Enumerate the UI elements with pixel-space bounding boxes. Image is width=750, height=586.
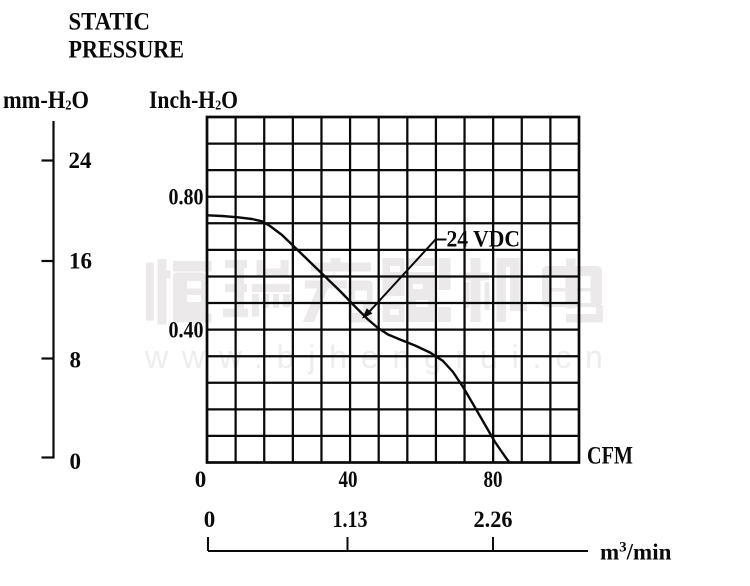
- svg-text:0: 0: [204, 507, 216, 532]
- svg-text:Inch-H2O: Inch-H2O: [149, 87, 238, 114]
- svg-text:PRESSURE: PRESSURE: [69, 37, 185, 64]
- svg-text:80: 80: [484, 467, 503, 492]
- svg-text:24: 24: [69, 148, 93, 173]
- svg-text:0.80: 0.80: [169, 185, 204, 210]
- svg-text:16: 16: [69, 249, 92, 274]
- svg-text:0: 0: [195, 467, 207, 492]
- svg-text:STATIC: STATIC: [69, 9, 151, 36]
- svg-text:CFM: CFM: [587, 442, 633, 469]
- svg-text:2.26: 2.26: [474, 507, 513, 532]
- svg-text:24 VDC: 24 VDC: [447, 227, 521, 253]
- svg-text:1.13: 1.13: [333, 507, 368, 532]
- svg-text:0.40: 0.40: [169, 318, 204, 343]
- svg-text:0: 0: [70, 449, 82, 474]
- svg-text:40: 40: [339, 467, 358, 492]
- svg-text:8: 8: [70, 348, 82, 373]
- svg-text:m3/min: m3/min: [600, 540, 672, 565]
- svg-text:mm-H2O: mm-H2O: [3, 87, 89, 114]
